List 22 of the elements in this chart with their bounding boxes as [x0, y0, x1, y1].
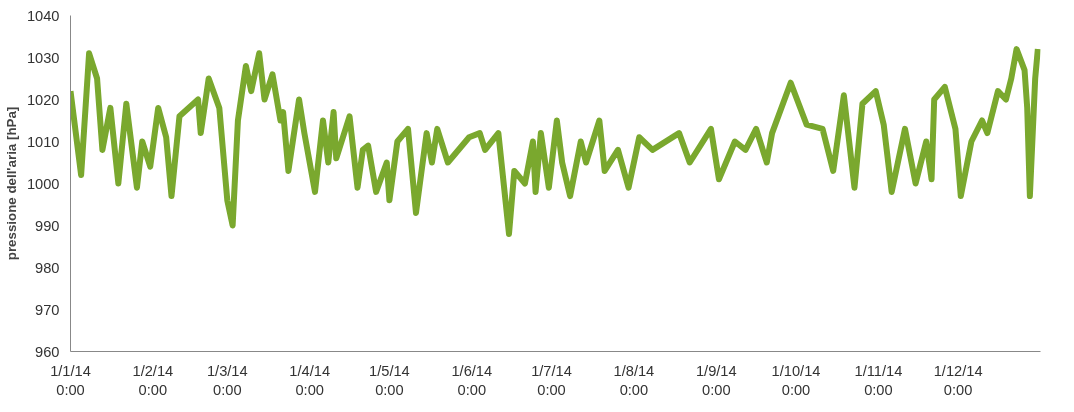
- y-tick-label: 1040: [26, 7, 60, 24]
- y-tick-label: 970: [35, 301, 60, 318]
- y-tick-label: 1020: [26, 91, 60, 108]
- y-tick-label: 980: [35, 259, 60, 276]
- y-tick-label: 1010: [26, 133, 60, 150]
- y-tick-label: 1030: [26, 49, 60, 66]
- x-tick-label: 1/10/14 0:00: [771, 362, 821, 398]
- x-tick-label: 1/6/14 0:00: [451, 362, 493, 398]
- x-tick-label: 1/1/14 0:00: [50, 362, 91, 398]
- x-tick-label: 1/11/14 0:00: [854, 362, 903, 398]
- x-tick-label: 1/8/14 0:00: [613, 362, 655, 398]
- y-tick-label: 990: [35, 217, 60, 234]
- y-tick-label: 1000: [26, 175, 60, 192]
- x-tick-label: 1/5/14 0:00: [369, 362, 410, 398]
- x-tick-label: 1/4/14 0:00: [289, 362, 331, 398]
- y-tick-label: 960: [35, 343, 60, 360]
- x-tick-label: 1/7/14 0:00: [531, 362, 572, 398]
- y-axis-title: pressione dell'aria [hPa]: [3, 106, 19, 261]
- x-tick-label: 1/3/14 0:00: [206, 362, 248, 398]
- x-tick-label: 1/2/14 0:00: [132, 362, 174, 398]
- x-tick-label: 1/12/14 0:00: [933, 362, 983, 398]
- x-tick-label: 1/9/14 0:00: [695, 362, 737, 398]
